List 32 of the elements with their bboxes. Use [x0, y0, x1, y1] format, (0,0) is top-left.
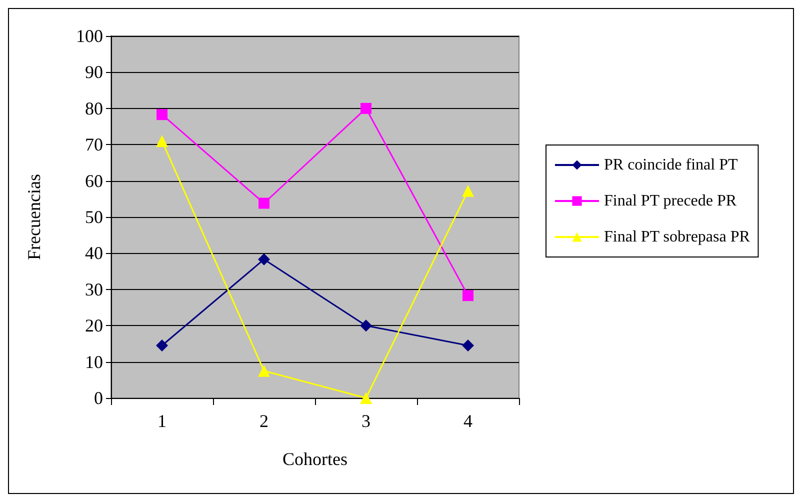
y-tick-label: 50: [85, 207, 103, 227]
y-tick-label: 100: [76, 26, 103, 46]
y-tick-label: 90: [85, 62, 103, 82]
legend-label: Final PT sobrepasa PR: [604, 228, 750, 246]
point: [156, 109, 168, 120]
point: [462, 290, 474, 302]
x-tick-label: 4: [464, 411, 472, 431]
y-tick-label: 30: [85, 279, 103, 300]
y-tick-label: 70: [85, 134, 103, 155]
point: [258, 253, 270, 266]
point: [360, 102, 372, 114]
point: [156, 134, 168, 147]
y-axis-title: Frecuencias: [24, 174, 44, 260]
y-tick-label: 20: [85, 316, 103, 336]
legend-label: Final PT precede PR: [604, 192, 737, 210]
x-tick-label: 1: [158, 411, 166, 431]
point: [360, 392, 372, 404]
point: [156, 340, 168, 352]
y-tick-label: 80: [85, 98, 103, 118]
y-tick-label: 60: [85, 170, 103, 191]
point: [360, 320, 372, 332]
y-tick-label: 10: [85, 352, 103, 372]
point: [462, 340, 474, 352]
legend-label: PR coincide final PT: [604, 156, 738, 174]
y-tick-label: 0: [94, 388, 103, 408]
x-tick-label: 2: [260, 411, 268, 431]
y-tick-label: 40: [85, 243, 103, 264]
point: [462, 184, 474, 197]
x-tick-label: 3: [362, 411, 370, 431]
point: [258, 364, 270, 377]
point: [258, 198, 270, 209]
x-axis-title: Cohortes: [282, 449, 348, 469]
